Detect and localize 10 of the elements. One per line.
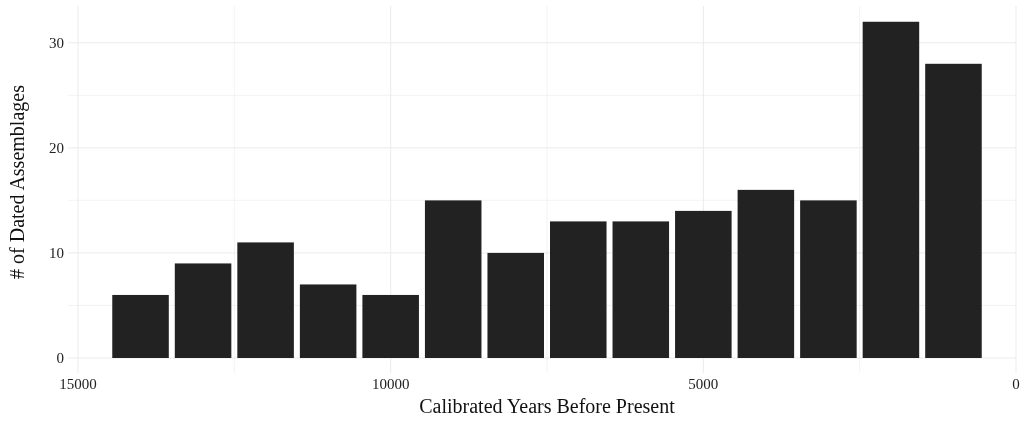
x-tick-label: 5000 <box>688 376 719 392</box>
x-tick-label: 15000 <box>59 376 97 392</box>
y-tick-label: 30 <box>49 35 64 52</box>
y-tick-label: 20 <box>49 140 64 157</box>
y-tick-label: 10 <box>49 245 64 262</box>
x-axis-title: Calibrated Years Before Present <box>419 395 676 417</box>
y-axis-title: # of Dated Assemblages <box>6 84 29 279</box>
x-tick-label: 10000 <box>371 376 410 392</box>
x-tick-label: 0 <box>1012 376 1020 392</box>
y-tick-label: 0 <box>56 350 64 367</box>
